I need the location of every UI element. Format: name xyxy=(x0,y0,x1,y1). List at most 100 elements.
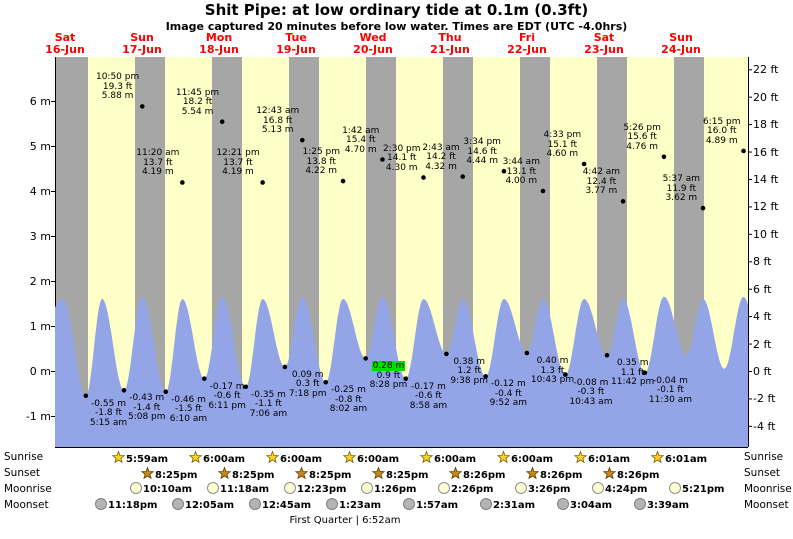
moon-phase-footer: First Quarter | 6:52am xyxy=(289,515,401,526)
high-tide-label: 1:42 am 15.4 ft 4.70 m xyxy=(342,125,380,155)
astro-time: 10:10am xyxy=(143,484,192,495)
page-title: Shit Pipe: at low ordinary tide at 0.1m … xyxy=(204,1,589,19)
y-axis-label-metres: 0 m xyxy=(29,365,51,378)
low-tide-label: -0.17 m -0.6 ft 8:58 am xyxy=(409,381,448,411)
astro-time: 8:25pm xyxy=(232,470,275,481)
sunset-entry: 8:26pm xyxy=(602,466,660,481)
astro-time: 8:25pm xyxy=(309,470,352,481)
moonset-entry: 1:57am xyxy=(403,498,458,511)
moonrise-entry: 2:26pm xyxy=(438,482,493,495)
sunrise-star-icon xyxy=(419,450,434,464)
low-tide-label: -0.55 m -1.8 ft 5:15 am xyxy=(89,398,128,428)
astro-time: 5:59am xyxy=(126,454,169,465)
low-tide-label: -0.04 m -0.1 ft 11:30 am xyxy=(648,375,692,405)
low-tide-label-highlighted: 0.28 m 0.9 ft 8:28 pm xyxy=(369,361,408,391)
y-axis-label-feet: 12 ft xyxy=(753,200,779,214)
astro-time: 11:18pm xyxy=(108,500,158,511)
astro-time: 8:26pm xyxy=(540,470,583,481)
y-axis-label-feet: 22 ft xyxy=(753,63,779,77)
sunrise-entry: 6:01am xyxy=(650,450,707,465)
y-axis-label-metres: 5 m xyxy=(29,140,51,153)
moonrise-icon xyxy=(361,482,373,494)
astro-time: 6:00am xyxy=(280,454,323,465)
sunset-star-icon xyxy=(217,466,232,480)
low-tide-label: -0.43 m -1.4 ft 5:08 pm xyxy=(127,393,166,423)
low-tide-label: 0.09 m 0.3 ft 7:18 pm xyxy=(288,369,327,399)
astro-time: 8:25pm xyxy=(386,470,429,481)
y-axis-label-feet: 8 ft xyxy=(753,255,772,269)
date-label: Tue 19-Jun xyxy=(276,31,316,56)
moonrise-entry: 10:10am xyxy=(130,482,192,495)
date-label: Sun 24-Jun xyxy=(661,31,701,56)
astro-time: 6:01am xyxy=(588,454,631,465)
astro-time: 6:00am xyxy=(357,454,400,465)
high-tide-label: 11:45 pm 18.2 ft 5.54 m xyxy=(175,87,220,117)
moonrise-icon xyxy=(669,482,681,494)
high-tide-label: 6:15 pm 16.0 ft 4.89 m xyxy=(702,116,741,146)
moonrise-entry: 11:18am xyxy=(207,482,269,495)
y-axis-label-metres: 3 m xyxy=(29,230,51,243)
low-tide-label: 0.38 m 1.2 ft 9:38 pm xyxy=(450,356,488,386)
low-tide-label: -0.35 m -1.1 ft 7:06 am xyxy=(249,389,288,419)
moonrise-entry: 1:26pm xyxy=(361,482,416,495)
astro-time: 1:57am xyxy=(416,500,459,511)
sunset-star-icon xyxy=(294,466,309,480)
sunrise-entry: 6:00am xyxy=(188,450,245,465)
y-axis-label-metres: 1 m xyxy=(29,320,51,333)
astro-time: 12:45am xyxy=(262,500,311,511)
astro-time: 12:05am xyxy=(185,500,234,511)
moonset-entry: 3:04am xyxy=(557,498,612,511)
sunrise-star-icon xyxy=(188,450,203,464)
y-axis-label-feet: 10 ft xyxy=(753,227,779,241)
date-label: Mon 18-Jun xyxy=(199,31,239,56)
date-label: Thu 21-Jun xyxy=(430,31,470,56)
astro-time: 3:26pm xyxy=(528,484,571,495)
moonrise-icon xyxy=(284,482,296,494)
y-axis-label-feet: 14 ft xyxy=(753,172,779,186)
astro-time: 8:26pm xyxy=(617,470,660,481)
daylight-band xyxy=(88,57,135,447)
sunset-entry: 8:25pm xyxy=(294,466,352,481)
moonset-icon xyxy=(249,498,261,510)
moonrise-entry: 5:21pm xyxy=(669,482,724,495)
sunrise-entry: 6:00am xyxy=(419,450,477,465)
high-tide-label: 3:34 pm 14.6 ft 4.44 m xyxy=(463,137,501,167)
sunset-star-icon xyxy=(448,466,463,480)
astro-time: 2:31am xyxy=(493,500,536,511)
astro-time: 1:26pm xyxy=(374,484,417,495)
high-tide-label: 10:50 pm 19.3 ft 5.88 m xyxy=(95,72,140,102)
astro-row-label-moonset-left: Moonset xyxy=(4,499,49,511)
low-tide-label: 0.35 m 1.1 ft 11:42 pm xyxy=(611,358,655,388)
daylight-band xyxy=(704,57,748,447)
sunset-entry: 8:26pm xyxy=(525,466,583,481)
high-tide-label: 11:20 am 13.7 ft 4.19 m xyxy=(136,148,180,178)
y-axis-label-feet: 0 ft xyxy=(753,365,772,378)
astro-time: 4:24pm xyxy=(605,484,648,495)
astro-time: 8:25pm xyxy=(155,470,198,481)
high-tide-label: 4:42 am 12.4 ft 3.77 m xyxy=(582,167,621,197)
astro-row-label-sunrise-left: Sunrise xyxy=(4,451,44,463)
low-tide-label: 0.40 m 1.3 ft 10:43 pm xyxy=(530,356,575,385)
sunrise-entry: 6:00am xyxy=(342,450,400,465)
sunrise-star-icon xyxy=(650,450,665,464)
low-tide-label: -0.08 m -0.3 ft 10:43 am xyxy=(569,377,613,407)
astro-time: 6:00am xyxy=(511,454,554,465)
high-tide-label: 12:21 pm 13.7 ft 4.19 m xyxy=(216,148,260,178)
moonrise-entry: 4:24pm xyxy=(592,482,647,495)
astro-row-label-sunrise-right: Sunrise xyxy=(744,451,784,463)
astro-time: 6:00am xyxy=(434,454,477,465)
astro-row-label-moonrise-right: Moonrise xyxy=(744,483,792,495)
date-label: Fri 22-Jun xyxy=(507,31,547,56)
moonrise-icon xyxy=(592,482,604,494)
date-label: Sat 23-Jun xyxy=(584,31,624,56)
sunrise-star-icon xyxy=(573,450,588,464)
sunrise-entry: 6:01am xyxy=(573,450,631,465)
moonset-entry: 1:23am xyxy=(326,498,381,511)
moonset-entry: 3:39am xyxy=(634,498,689,511)
sunset-star-icon xyxy=(371,466,386,480)
moonset-icon xyxy=(634,498,646,510)
low-tide-label: -0.12 m -0.4 ft 9:52 am xyxy=(489,379,527,409)
astro-row-label-sunset-right: Sunset xyxy=(744,467,781,479)
high-tide-label: 2:30 pm 14.1 ft 4.30 m xyxy=(382,143,421,173)
date-label: Sat 16-Jun xyxy=(45,31,85,56)
